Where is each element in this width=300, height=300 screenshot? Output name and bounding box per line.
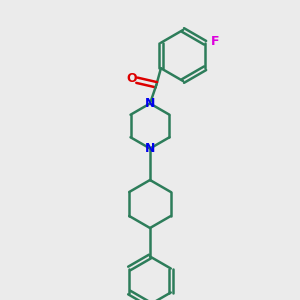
Text: N: N xyxy=(145,142,155,155)
Text: O: O xyxy=(126,72,137,85)
Text: F: F xyxy=(211,35,219,48)
Text: N: N xyxy=(145,97,155,110)
